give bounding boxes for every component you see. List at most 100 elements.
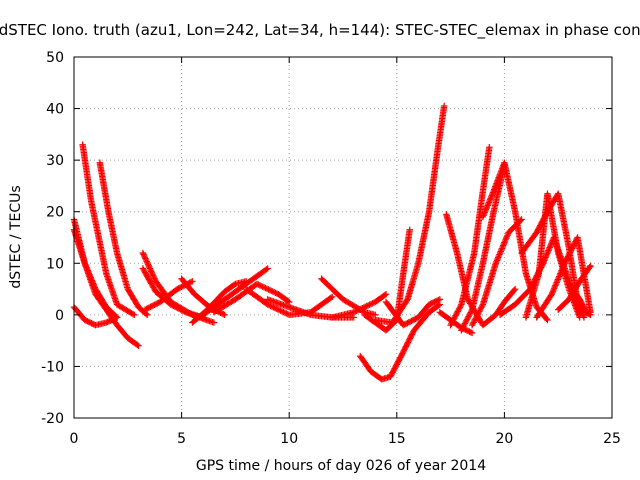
data-point [262,284,269,292]
data-point [179,307,187,315]
data-point [283,310,290,317]
data-point [405,319,412,326]
data-point [404,319,411,327]
data-point [409,317,417,324]
data-point [450,316,457,323]
data-point [281,309,289,316]
data-point [497,248,504,255]
data-arc [372,102,448,326]
data-arc [458,162,508,334]
data-point [495,254,502,261]
data-arc [329,291,390,321]
data-point [143,305,150,313]
data-point [148,268,155,275]
data-point [267,302,274,310]
data-point [478,304,485,311]
data-point [263,266,270,273]
data-point [390,366,398,374]
data-point [469,320,477,327]
data-point [473,313,480,321]
data-point [549,288,557,295]
data-arc [96,159,151,319]
y-tick-label: -10 [41,359,64,375]
data-point [551,285,558,292]
data-point [220,310,227,318]
data-point [278,308,286,315]
data-point [269,288,276,295]
data-point [448,320,455,327]
data-point [511,285,519,293]
data-point [144,305,151,312]
data-point [436,296,444,303]
data-point [149,272,157,279]
data-point [460,323,467,330]
data-point [406,318,414,325]
data-point [392,362,400,369]
data-point [451,313,459,321]
data-point [411,316,418,323]
data-point [113,314,121,321]
data-arc [70,226,121,321]
data-point [587,311,594,319]
data-point [468,307,475,315]
data-point [148,302,156,310]
data-point [256,282,263,289]
data-point [146,263,153,271]
data-point [395,357,403,364]
data-point [406,226,413,233]
data-point [548,291,555,298]
data-point [559,264,567,271]
plot-frame [73,56,613,419]
data-point [498,245,506,252]
data-point [142,256,150,264]
data-point [148,269,156,277]
data-point [391,365,398,372]
y-tick-label: 10 [46,256,64,272]
data-point [178,283,185,291]
data-point [560,261,568,268]
data-point [553,279,560,286]
data-point [403,297,410,304]
data-point [131,311,138,319]
data-point [499,243,506,251]
data-point [177,306,184,313]
data-point [550,286,557,294]
data-point [547,292,555,299]
data-point [221,311,228,319]
data-point [576,314,583,321]
data-point [461,320,469,327]
data-point [369,300,376,307]
x-tick-label: 5 [177,431,186,447]
data-point [456,304,464,311]
data-point [554,277,561,285]
data-point [458,327,465,334]
data-point [260,284,268,291]
chart-title: dSTEC Iono. truth (azu1, Lon=242, Lat=34… [0,21,640,40]
data-point [147,266,154,274]
data-arc [357,301,444,383]
data-point [510,287,518,294]
data-point [268,303,276,310]
data-point [587,262,594,270]
data-point [354,307,362,314]
data-point [327,294,335,301]
data-point [493,258,500,266]
data-point [150,302,157,309]
data-point [549,289,556,296]
data-point [140,251,147,258]
data-point [390,368,397,375]
data-point [139,249,147,257]
data-point [558,265,566,273]
data-point [471,316,479,323]
data-point [556,271,563,279]
data-point [259,283,266,290]
data-point [275,306,283,314]
data-point [144,261,152,268]
data-point [586,311,593,318]
data-point [557,268,565,276]
data-point [387,373,394,380]
x-tick-label: 25 [603,431,621,447]
data-point [455,306,462,314]
data-point [359,304,366,312]
